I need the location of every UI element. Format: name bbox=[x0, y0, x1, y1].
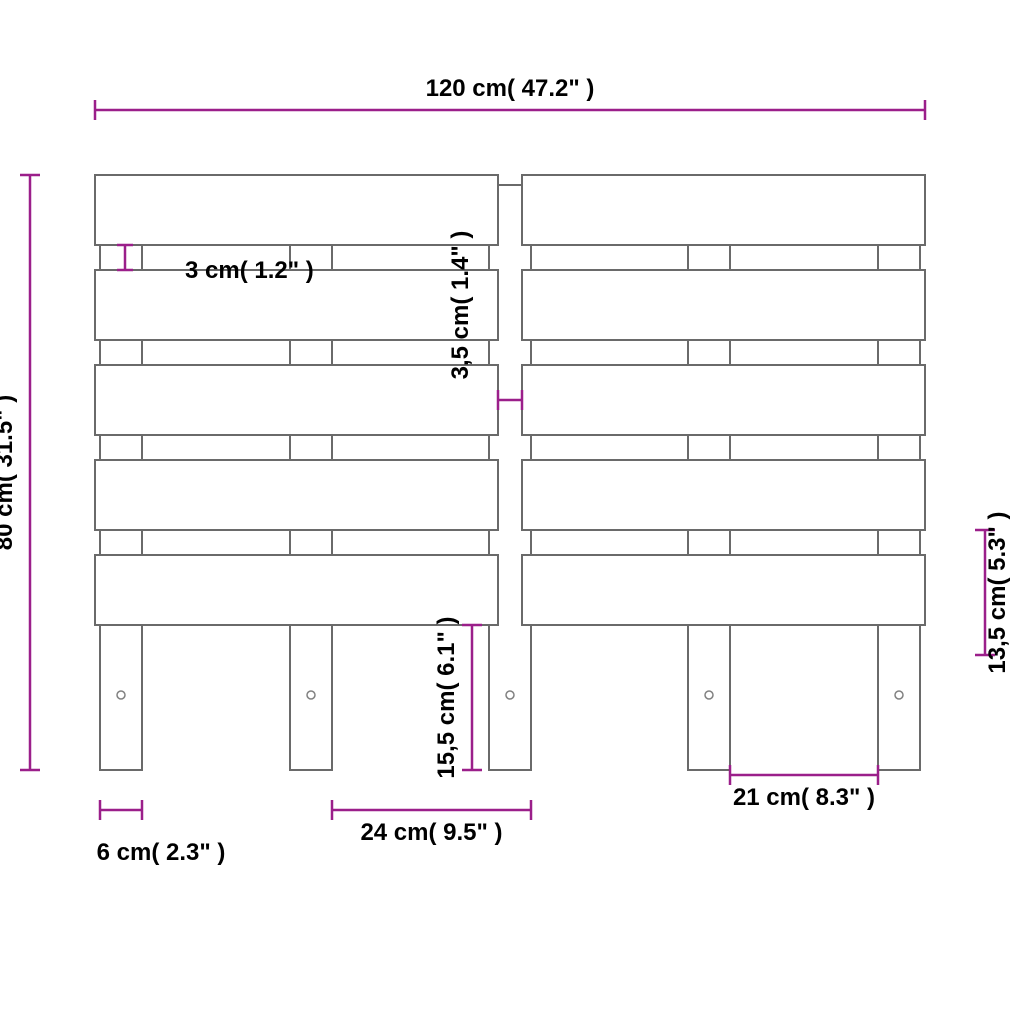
dimension-label: 3,5 cm( 1.4" ) bbox=[447, 231, 474, 380]
headboard-part bbox=[522, 460, 925, 530]
dim-slat-gap: 3 cm( 1.2" ) bbox=[185, 257, 314, 284]
headboard-part bbox=[522, 270, 925, 340]
dimension-label: 21 cm( 8.3" ) bbox=[733, 784, 875, 811]
dimension-label: 24 cm( 9.5" ) bbox=[360, 819, 502, 846]
dimension-label: 120 cm( 47.2" ) bbox=[426, 75, 595, 102]
headboard-part bbox=[95, 365, 498, 435]
headboard-part bbox=[522, 175, 925, 245]
headboard-part bbox=[95, 460, 498, 530]
headboard-part bbox=[522, 555, 925, 625]
headboard-part bbox=[522, 365, 925, 435]
headboard-dimension-diagram: 120 cm( 47.2" ) 80 cm( 31.5" ) 3 cm( 1.2" … bbox=[0, 0, 1024, 1024]
headboard-part bbox=[95, 555, 498, 625]
headboard-part bbox=[95, 175, 498, 245]
dimension-label: 6 cm( 2.3" ) bbox=[97, 839, 226, 866]
dimension-label: 80 cm( 31.5" ) bbox=[0, 395, 18, 550]
dimension-label: 15,5 cm( 6.1" ) bbox=[433, 616, 460, 778]
dimension-label: 13,5 cm( 5.3" ) bbox=[984, 511, 1011, 673]
